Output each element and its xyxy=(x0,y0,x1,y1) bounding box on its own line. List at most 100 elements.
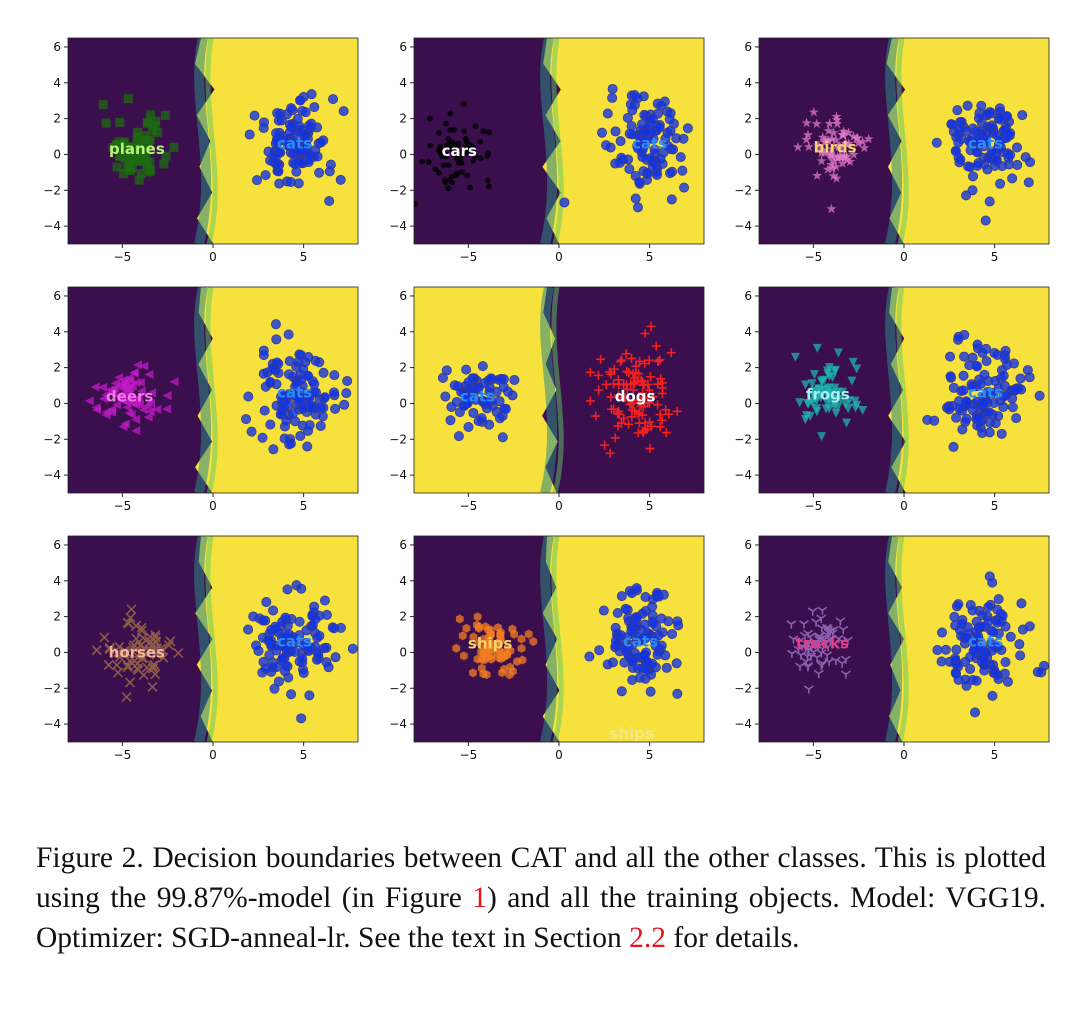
class-point xyxy=(173,648,184,659)
cats-point xyxy=(328,94,339,105)
class-point xyxy=(136,386,146,396)
cats-point xyxy=(634,177,645,188)
section-reference-link[interactable]: 2.2 xyxy=(629,921,667,954)
class-point xyxy=(656,374,666,384)
class-point xyxy=(487,651,496,661)
class-point xyxy=(477,138,484,145)
cats-point xyxy=(982,108,993,119)
cats-point xyxy=(962,100,973,111)
cats-point xyxy=(494,413,505,424)
cats-point xyxy=(246,426,257,437)
cats-point xyxy=(950,653,961,664)
class-point xyxy=(848,131,859,141)
y-tick-label: −2 xyxy=(389,681,407,695)
class-point xyxy=(425,159,432,166)
class-point xyxy=(101,390,111,400)
class-point xyxy=(831,114,843,125)
figure-reference-link[interactable]: 1 xyxy=(472,881,488,914)
class-point xyxy=(147,681,158,692)
cats-point xyxy=(1025,157,1036,168)
x-tick-label: 0 xyxy=(209,250,217,264)
class-point xyxy=(462,623,471,633)
cats-point xyxy=(283,672,294,683)
cats-point xyxy=(347,643,358,654)
cats-point xyxy=(304,120,315,131)
class-point xyxy=(835,142,846,152)
cats-point xyxy=(1000,657,1011,668)
y-tick-label: 2 xyxy=(744,610,752,624)
region-left xyxy=(414,38,561,244)
cats-point xyxy=(335,174,346,185)
cats-point xyxy=(610,126,621,137)
class-point xyxy=(169,142,179,152)
class-point xyxy=(120,419,130,429)
class-point xyxy=(824,404,834,414)
x-tick-label: 5 xyxy=(991,250,999,264)
class-point xyxy=(837,637,848,647)
cats-point xyxy=(671,133,682,144)
class-point xyxy=(850,396,860,406)
class-point xyxy=(807,379,817,389)
cats-point xyxy=(955,154,966,165)
cats-point xyxy=(249,110,260,121)
decision-boundary-plot: trucks cats −5 0 5 −4 −2 0 2 4 6 xyxy=(719,528,1063,778)
class-point xyxy=(831,111,842,121)
cats-point xyxy=(294,616,305,627)
cats-point xyxy=(641,127,652,138)
cats-point xyxy=(647,114,658,125)
cats-point xyxy=(283,369,294,380)
cats-point xyxy=(984,196,995,207)
class-point xyxy=(135,377,145,387)
class-point xyxy=(472,152,479,159)
x-tick-label: 0 xyxy=(555,748,563,762)
cats-point xyxy=(988,626,999,637)
cats-point xyxy=(647,601,658,612)
class-point xyxy=(477,155,484,162)
cats-point xyxy=(967,605,978,616)
y-tick-label: 4 xyxy=(399,574,407,588)
class-point xyxy=(801,117,812,128)
class-point xyxy=(445,161,452,168)
class-point xyxy=(859,142,870,153)
class-point xyxy=(619,413,629,423)
cats-point xyxy=(341,388,352,399)
class-point xyxy=(125,165,135,175)
class-point xyxy=(600,440,610,450)
boundary-band xyxy=(205,536,218,742)
cats-point xyxy=(981,343,992,354)
class-point xyxy=(812,407,822,417)
class-point xyxy=(638,388,648,398)
class-point xyxy=(151,116,161,126)
class-point xyxy=(840,137,851,148)
boundary-band xyxy=(194,536,212,742)
class-point xyxy=(851,133,862,143)
cats-point xyxy=(995,114,1006,125)
class-point xyxy=(792,141,803,152)
y-tick-label: 6 xyxy=(399,40,407,54)
class-point xyxy=(625,399,635,409)
class-point xyxy=(486,129,493,136)
cats-point xyxy=(286,689,297,700)
class-point xyxy=(146,388,156,398)
class-point xyxy=(829,155,840,166)
y-tick-label: 6 xyxy=(53,289,61,303)
class-point xyxy=(852,364,862,374)
cats-point xyxy=(985,417,996,428)
class-point xyxy=(455,154,462,161)
cats-point xyxy=(284,356,295,367)
class-point xyxy=(147,639,158,650)
y-tick-label: 2 xyxy=(53,112,61,126)
cats-point xyxy=(645,686,656,697)
cats-point xyxy=(661,662,672,673)
class-point xyxy=(672,406,682,416)
cats-point xyxy=(953,599,964,610)
class-point xyxy=(131,377,141,387)
cats-point xyxy=(967,675,978,686)
class-point xyxy=(653,400,663,410)
decision-boundary-plot: birds cats −5 0 5 −4 −2 0 2 4 6 xyxy=(719,30,1063,280)
cats-point xyxy=(972,160,983,171)
cats-point xyxy=(665,125,676,136)
boundary-band xyxy=(194,287,212,493)
class-label: birds xyxy=(814,138,857,156)
y-tick-label: 4 xyxy=(399,76,407,90)
